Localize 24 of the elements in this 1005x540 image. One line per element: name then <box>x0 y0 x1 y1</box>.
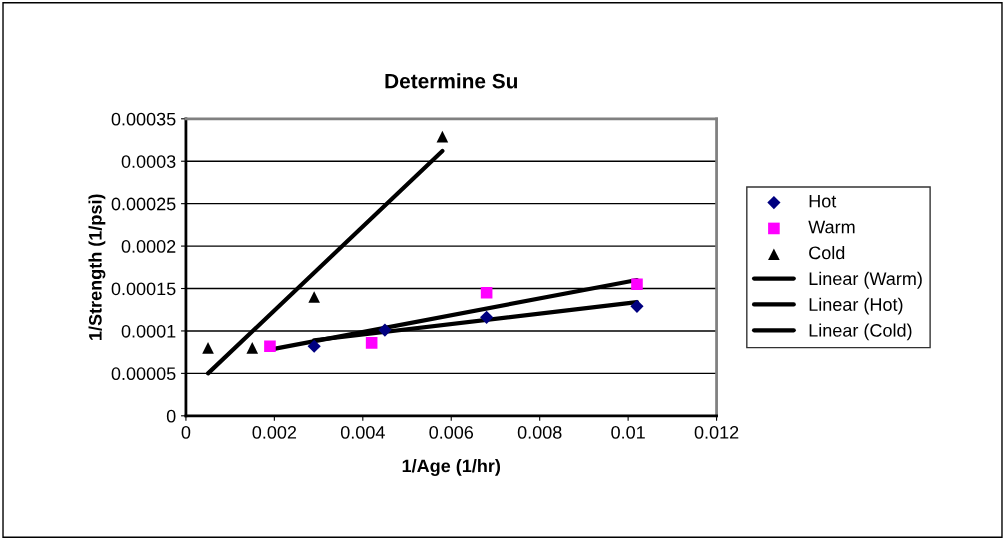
y-tick-label: 0 <box>166 409 176 423</box>
x-tick-label: 0.01 <box>611 426 645 439</box>
y-tick-label: 0.00035 <box>111 112 176 126</box>
y-axis-title: 1/Strength (1/psi) <box>88 194 106 340</box>
y-tick-label: 0.00015 <box>111 282 176 296</box>
x-tick-label: 0.008 <box>517 426 562 439</box>
x-axis-title: 1/Age (1/hr) <box>402 459 501 476</box>
y-tick-label: 0.0001 <box>121 324 176 338</box>
x-tick-label: 0.006 <box>429 426 474 439</box>
legend-label: Hot <box>809 194 837 208</box>
legend-label: Cold <box>809 245 845 260</box>
y-tick-label: 0.0002 <box>121 240 176 253</box>
legend-label: Linear (Warm) <box>809 271 922 289</box>
x-tick-label: 0.004 <box>340 426 385 439</box>
legend-label: Linear (Hot) <box>809 297 903 315</box>
legend-label: Linear (Cold) <box>809 323 912 341</box>
y-tick-label: 0.00025 <box>111 197 176 211</box>
y-tick-label: 0.00005 <box>111 367 176 381</box>
y-tick-label: 0.0003 <box>121 155 176 168</box>
legend-label: Warm <box>808 220 855 234</box>
chart-title: Determine Su <box>385 73 518 89</box>
x-tick-label: 0.002 <box>252 426 297 439</box>
x-tick-label: 0 <box>181 426 191 439</box>
x-tick-label: 0.012 <box>694 426 739 439</box>
